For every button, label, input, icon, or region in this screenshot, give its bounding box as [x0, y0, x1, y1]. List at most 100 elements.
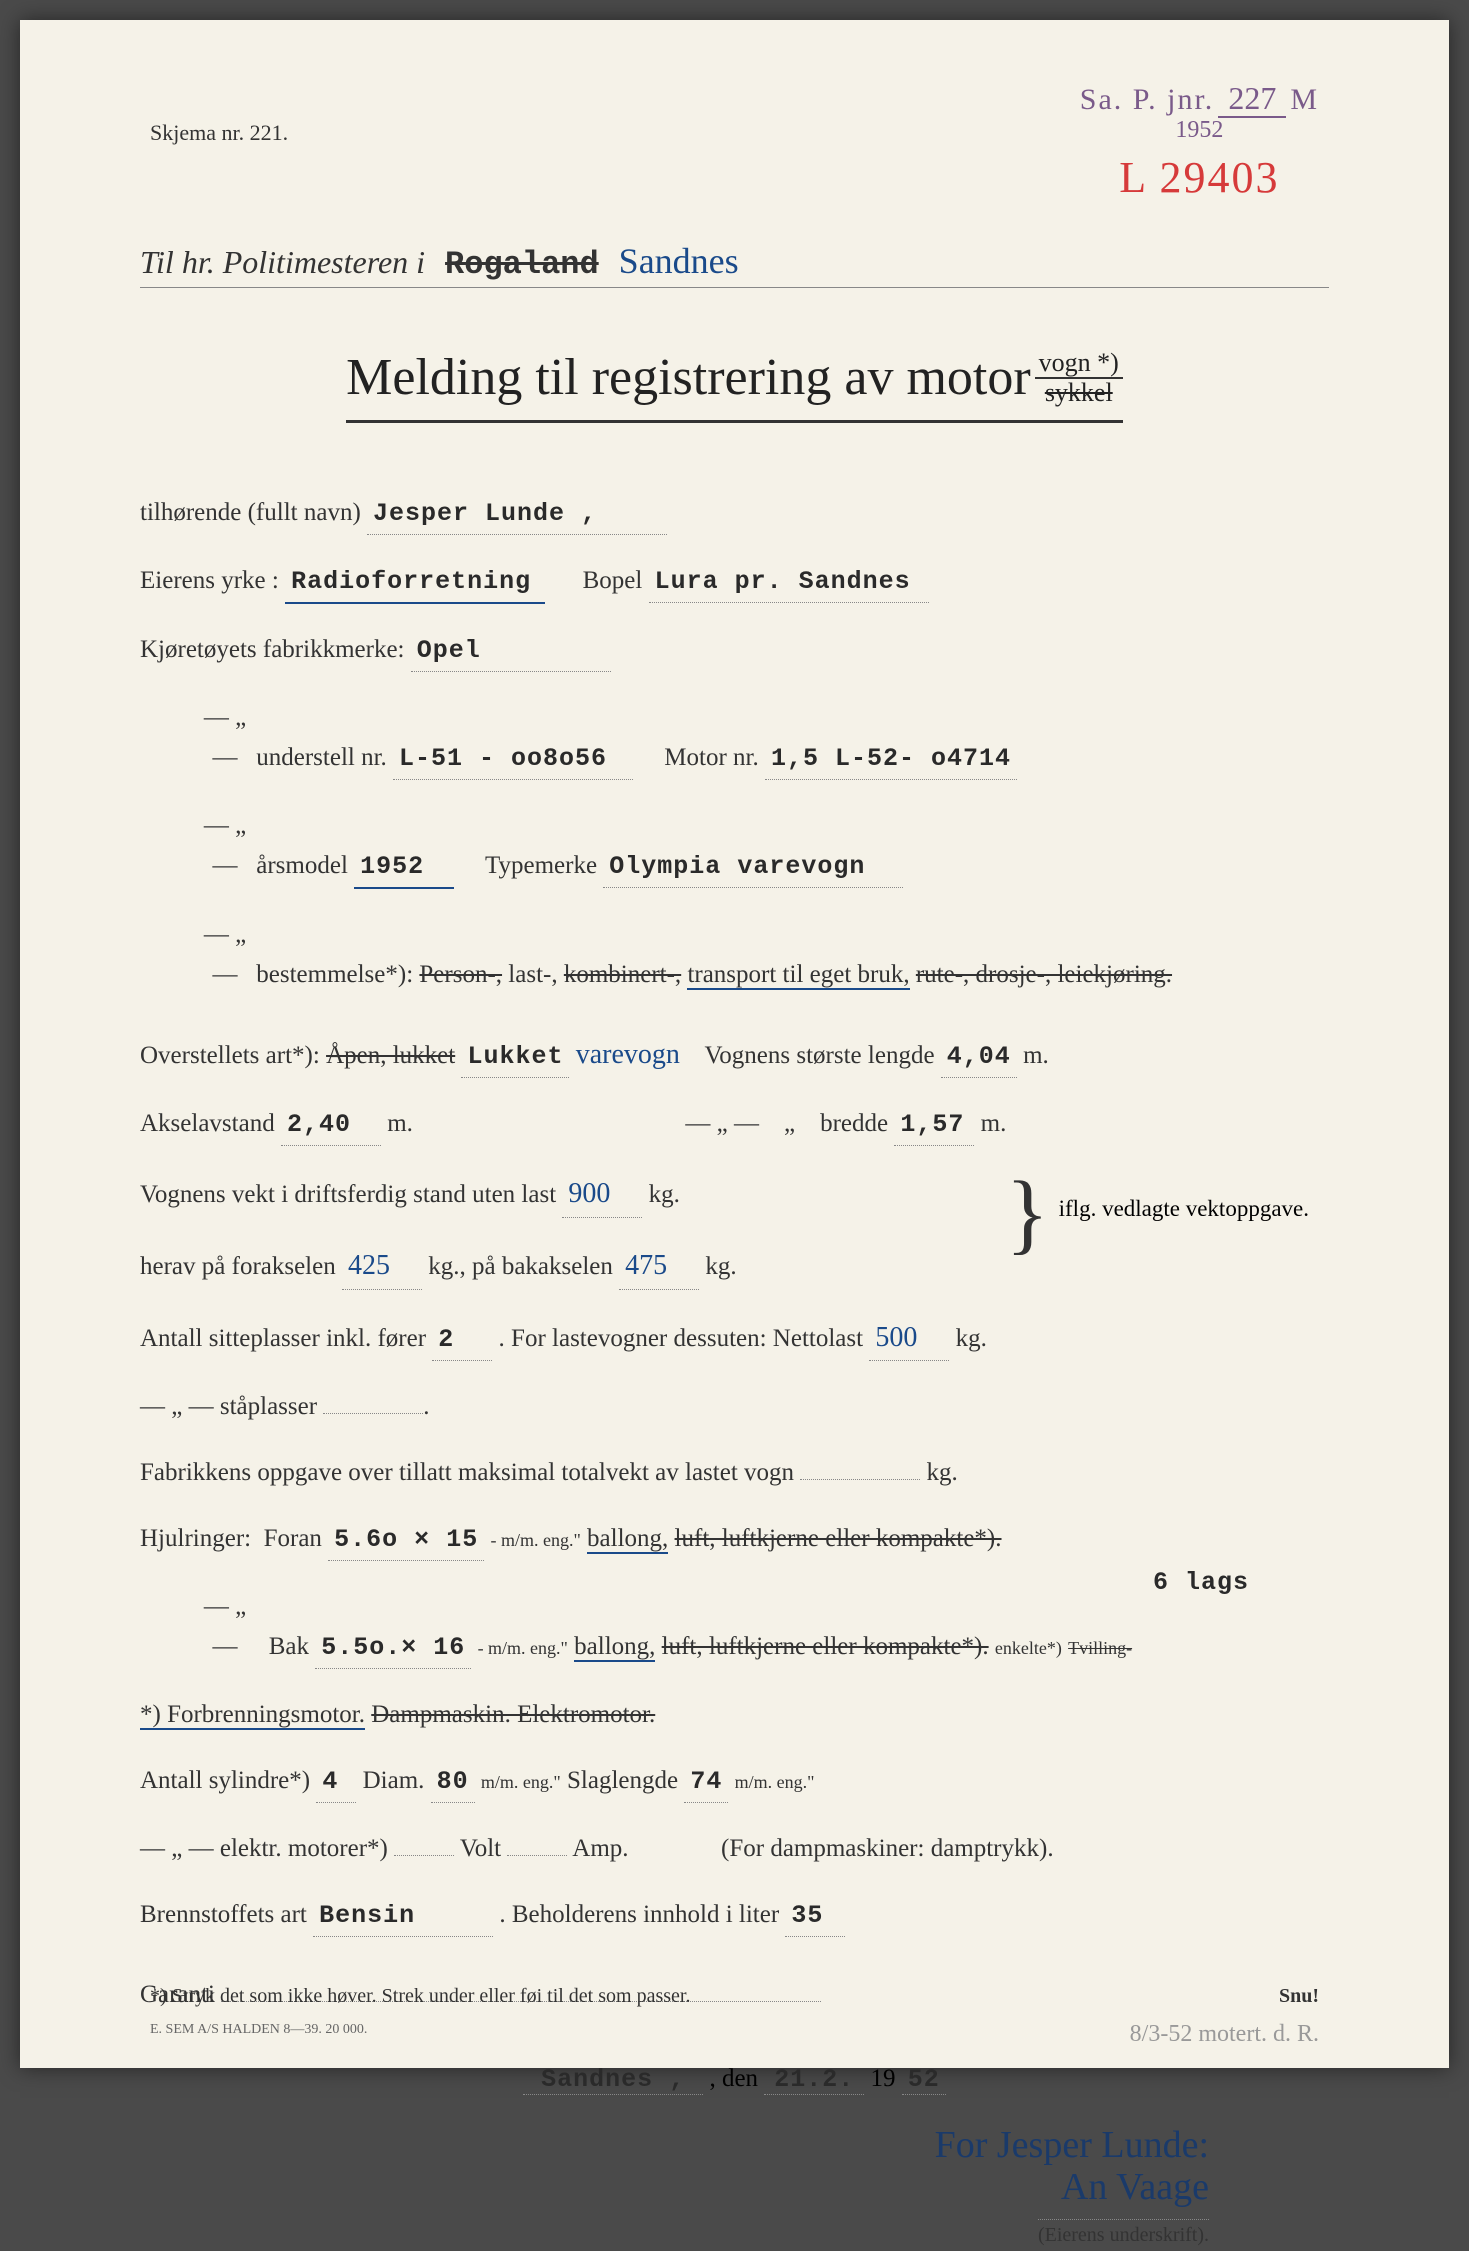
elec-line: — „ — elektr. motorer*) Volt Amp. (For d… [140, 1829, 1329, 1869]
stroke-unit: m/m. eng." [735, 1772, 815, 1792]
tires-layers: 6 lags [1153, 1563, 1249, 1603]
tires-rear-struck2: Tvilling- [1068, 1638, 1132, 1658]
purpose-line: — „ — bestemmelse*): Person-, last-, kom… [200, 915, 1329, 995]
occupation-label: Eierens yrke : [140, 567, 279, 594]
tires-rear-extra: enkelte*) [995, 1638, 1062, 1658]
footnote-snu: Snu! [1279, 1985, 1319, 2008]
length-unit: m. [1023, 1042, 1049, 1069]
cargo-value: 500 [869, 1316, 949, 1362]
cylinders-label: Antall sylindre*) [140, 1767, 310, 1794]
fuel-line: Brennstoffets art Bensin . Beholderens i… [140, 1895, 1329, 1937]
body-struck: Åpen, lukket [326, 1042, 455, 1069]
motor-type-line: *) Forbrenningsmotor. Dampmaskin. Elektr… [140, 1695, 1329, 1735]
rear-axle-value: 475 [619, 1244, 699, 1290]
amp-label: Amp. [572, 1835, 628, 1862]
purpose-struck3: rute-, drosje-, leiekjøring. [916, 961, 1172, 988]
stamp-line: Sa. P. jnr. 227 M [1080, 80, 1319, 117]
seats-value: 2 [432, 1320, 492, 1361]
form-content: Til hr. Politimesteren i Rogaland Sandne… [140, 240, 1329, 2251]
footnote-text: *) Stryk det som ikke høver. Strek under… [150, 1985, 690, 2008]
tank-label: . Beholderens innhold i liter [499, 1901, 779, 1928]
owner-name-value: Jesper Lunde , [367, 494, 667, 535]
addressee-line: Til hr. Politimesteren i Rogaland Sandne… [140, 240, 1329, 288]
year-label: årsmodel [256, 852, 348, 879]
cylinders-line: Antall sylindre*) 4 Diam. 80 m/m. eng." … [140, 1761, 1329, 1803]
address-label: Bopel [583, 567, 643, 594]
wheelbase-value: 2,40 [281, 1105, 381, 1146]
seats-line: Antall sitteplasser inkl. fører 2 . For … [140, 1316, 1329, 1362]
year-line: — „ — årsmodel 1952 Typemerke Olympia va… [200, 806, 1329, 889]
rear-axle-label: kg., på bakakselen [428, 1253, 613, 1280]
body-type-line: Overstellets art*): Åpen, lukket Lukket … [140, 1033, 1329, 1078]
standing-value [323, 1413, 423, 1414]
signature-area: Sandnes , , den 21.2. 19 52 For Jesper L… [140, 2065, 1329, 2250]
weight-axle-line: herav på forakselen 425 kg., på bakaksel… [140, 1244, 1329, 1290]
stamp-prefix: Sa. P. jnr. [1080, 83, 1215, 116]
tires-type-struck: luft, luftkjerne eller kompakte*). [675, 1525, 1002, 1552]
motor-value: 1,5 L-52- o4714 [765, 739, 1017, 780]
tires-front-line: Hjulringer: Foran 5.6o × 15 - m/m. eng."… [140, 1519, 1329, 1561]
printer-mark: E. SEM A/S HALDEN 8—39. 20 000. [150, 2022, 367, 2038]
cylinders-value: 4 [316, 1762, 356, 1803]
seats-label: Antall sitteplasser inkl. fører [140, 1325, 426, 1352]
tires-rear-label: Bak [269, 1633, 309, 1660]
weight-unit1: kg. [649, 1181, 680, 1208]
fuel-value: Bensin [313, 1896, 493, 1937]
pencil-note: 8/3-52 motert. d. R. [1130, 2021, 1319, 2048]
signature-line1: For Jesper Lunde: [140, 2125, 1209, 2167]
date-year-prefix: 19 [871, 2065, 896, 2092]
document-page: Skjema nr. 221. Sa. P. jnr. 227 M 1952 L… [20, 20, 1449, 2068]
footnote: *) Stryk det som ikke høver. Strek under… [150, 1985, 1319, 2008]
tank-value: 35 [785, 1896, 845, 1937]
steam-label: (For dampmaskiner: damptrykk). [721, 1835, 1054, 1862]
stroke-label: Slaglengde [567, 1767, 678, 1794]
front-axle-value: 425 [342, 1244, 422, 1290]
occupation-value: Radioforretning [285, 562, 545, 604]
owner-name-label: tilhørende (fullt navn) [140, 499, 361, 526]
owner-name-line: tilhørende (fullt navn) Jesper Lunde , [140, 493, 1329, 535]
standing-label: — „ — ståplasser [140, 1393, 317, 1420]
purpose-label: bestemmelse*): [256, 961, 413, 988]
body-hand: varevogn [576, 1039, 680, 1070]
brace-icon: } [1006, 1162, 1049, 1265]
maxweight-label: Fabrikkens oppgave over tillatt maksimal… [140, 1459, 794, 1486]
stamp-suffix: M [1290, 83, 1319, 116]
wheelbase-unit: m. [387, 1110, 413, 1137]
diam-label: Diam. [363, 1767, 425, 1794]
width-label: bredde [820, 1110, 888, 1137]
motor-label: Motor nr. [664, 744, 758, 771]
signature-line2: An Vaage [140, 2167, 1209, 2209]
chassis-value: L-51 - oo8o56 [393, 739, 633, 780]
tires-rear-line: 6 lags — „ — Bak 5.5o.× 16 - m/m. eng." … [200, 1587, 1329, 1669]
make-value: Opel [411, 631, 611, 672]
chassis-label: understell nr. [256, 744, 387, 771]
cargo-label: . For lastevogner dessuten: Nettolast [499, 1325, 864, 1352]
wheelbase-label: Akselavstand [140, 1110, 275, 1137]
make-label: Kjøretøyets fabrikkmerke: [140, 636, 405, 663]
addressee-struck: Rogaland [445, 246, 599, 283]
make-line: Kjøretøyets fabrikkmerke: Opel [140, 630, 1329, 672]
width-value: 1,57 [894, 1105, 974, 1146]
length-label: Vognens største lengde [704, 1042, 934, 1069]
volt-label: Volt [460, 1835, 501, 1862]
weight-label: Vognens vekt i driftsferdig stand uten l… [140, 1181, 556, 1208]
body-type-label: Overstellets art*): [140, 1042, 320, 1069]
tires-label: Hjulringer: [140, 1525, 251, 1552]
weight-unit2: kg. [705, 1253, 736, 1280]
maxweight-line: Fabrikkens oppgave over tillatt maksimal… [140, 1453, 1329, 1493]
title-fraction: vogn *)sykkel [1035, 348, 1123, 408]
date-year: 52 [902, 2065, 946, 2095]
signature-block: For Jesper Lunde: An Vaage (Eierens unde… [140, 2125, 1209, 2250]
fraction-bottom: sykkel [1041, 378, 1117, 407]
stamp-number: 227 [1218, 80, 1286, 118]
body-typed: Lukket [461, 1037, 569, 1078]
form-number-label: Skjema nr. 221. [150, 120, 288, 146]
maxweight-value [800, 1479, 920, 1480]
elec-label: — „ — elektr. motorer*) [140, 1835, 388, 1862]
cargo-unit: kg. [956, 1325, 987, 1352]
addressee-handwritten: Sandnes [619, 240, 739, 282]
signature-caption: (Eierens underskrift). [1038, 2219, 1209, 2246]
tires-front-size: 5.6o × 15 [328, 1520, 484, 1561]
motor-type-struck: Dampmaskin. Elektromotor. [371, 1701, 655, 1728]
diam-value: 80 [431, 1762, 475, 1803]
